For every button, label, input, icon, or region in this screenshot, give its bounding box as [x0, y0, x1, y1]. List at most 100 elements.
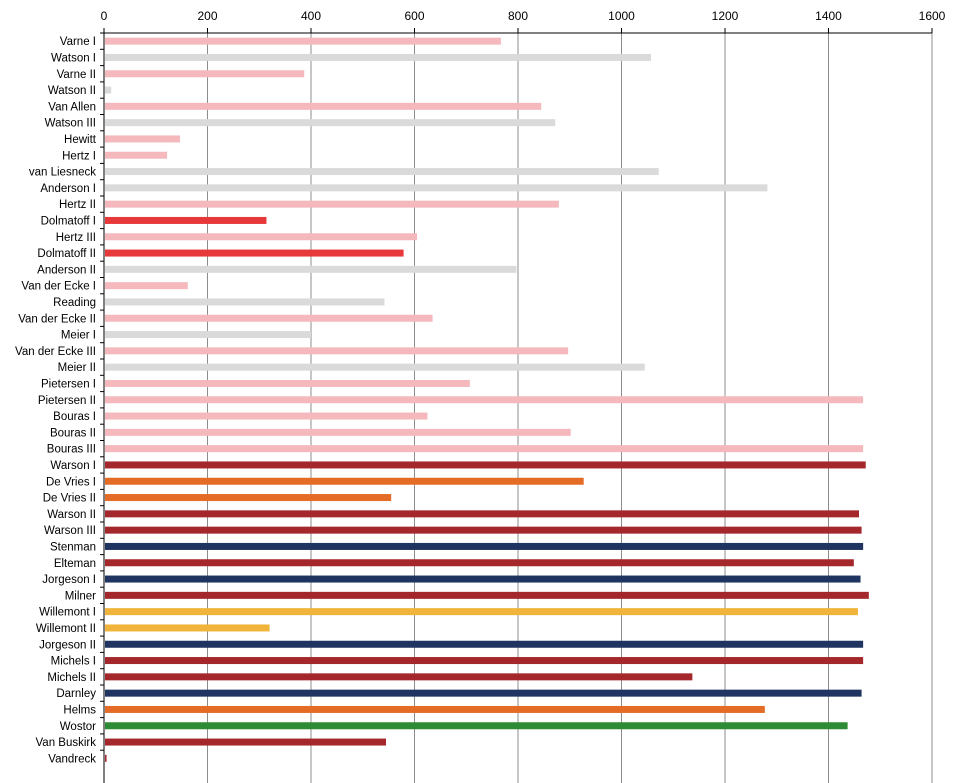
y-category-label: Meier I	[61, 330, 96, 342]
bar-helms	[105, 705, 765, 713]
bar-hertz-i	[105, 151, 168, 159]
axes	[100, 28, 933, 783]
bar-van-liesneck	[105, 168, 659, 176]
bar-meier-i	[105, 331, 311, 339]
y-category-label: Varne I	[60, 36, 96, 48]
x-tick-label: 1400	[815, 9, 842, 23]
y-category-label: Meier II	[58, 362, 96, 374]
bar-willemont-i	[105, 608, 858, 616]
gridlines	[207, 33, 933, 783]
bar-meier-ii	[105, 363, 645, 371]
y-category-label: Bouras I	[53, 411, 96, 423]
y-category-label: Pietersen I	[41, 378, 96, 390]
y-category-label: De Vries I	[46, 476, 96, 488]
bar-de-vries-ii	[105, 494, 392, 502]
y-category-label: Van Buskirk	[35, 737, 96, 749]
x-tick-label: 1200	[712, 9, 739, 23]
y-category-label: Van der Ecke III	[15, 346, 96, 358]
bar-warson-i	[105, 461, 866, 469]
x-tick-label: 1600	[919, 9, 946, 23]
bar-van-der-ecke-ii	[105, 314, 433, 322]
y-category-label: Hertz I	[62, 150, 96, 162]
x-tick-label: 800	[508, 9, 528, 23]
labels: 0 200 400 600 800 1000 1200 1400 1600 Varne I Wats…	[15, 9, 946, 765]
bar-pietersen-ii	[105, 396, 864, 404]
bar-hertz-iii	[105, 233, 418, 241]
bar-stenman	[105, 542, 864, 550]
y-category-label: Hewitt	[64, 134, 97, 146]
y-category-label: Jorgeson II	[39, 639, 96, 651]
y-category-label: Watson III	[45, 118, 96, 130]
y-category-label: Bouras III	[47, 444, 96, 456]
bar-dolmatoff-ii	[105, 249, 404, 257]
y-category-label: Dolmatoff I	[41, 215, 96, 227]
y-category-label: Anderson I	[40, 183, 96, 195]
bars	[105, 37, 869, 762]
y-category-label: Darnley	[56, 688, 96, 700]
y-category-label: Van der Ecke I	[21, 281, 96, 293]
bar-jorgeson-ii	[105, 640, 864, 648]
x-tick-label: 600	[404, 9, 424, 23]
y-category-label: Reading	[53, 297, 96, 309]
bar-hertz-ii	[105, 200, 559, 208]
y-category-label: Dolmatoff II	[37, 248, 96, 260]
y-category-label: Milner	[65, 590, 96, 602]
y-category-label: De Vries II	[43, 493, 96, 505]
bar-watson-ii	[105, 86, 112, 94]
bar-pietersen-i	[105, 379, 470, 387]
bar-hewitt	[105, 135, 181, 143]
y-category-label: Vandreck	[48, 753, 96, 765]
y-category-label: Michels I	[51, 656, 96, 668]
bar-van-allen	[105, 102, 542, 110]
bar-varne-ii	[105, 70, 305, 78]
bar-michels-ii	[105, 673, 693, 681]
bar-warson-iii	[105, 526, 862, 534]
bar-vandreck	[105, 754, 107, 762]
bar-van-der-ecke-iii	[105, 347, 569, 355]
bar-van-der-ecke-i	[105, 282, 188, 290]
bar-van-buskirk	[105, 738, 387, 746]
bar-warson-ii	[105, 510, 859, 518]
y-category-label: Warson II	[47, 509, 96, 521]
y-category-label: Van der Ecke II	[18, 313, 96, 325]
x-tick-label: 200	[197, 9, 217, 23]
bar-willemont-ii	[105, 624, 270, 632]
bar-bouras-ii	[105, 428, 571, 436]
bar-milner	[105, 591, 869, 599]
y-category-label: Watson I	[51, 52, 96, 64]
bar-watson-iii	[105, 119, 556, 127]
bar-bouras-i	[105, 412, 428, 420]
bar-reading	[105, 298, 385, 306]
y-category-label: Hertz III	[56, 232, 96, 244]
bar-jorgeson-i	[105, 575, 861, 583]
bar-de-vries-i	[105, 477, 584, 485]
bar-elteman	[105, 559, 854, 567]
y-category-label: Wostor	[60, 721, 96, 733]
y-category-label: Warson III	[44, 525, 96, 537]
y-category-label: Van Allen	[48, 101, 96, 113]
y-category-label: Jorgeson I	[42, 574, 96, 586]
x-tick-label: 400	[301, 9, 321, 23]
y-category-label: Hertz II	[59, 199, 96, 211]
y-category-label: Anderson II	[37, 264, 96, 276]
y-category-label: Stenman	[50, 541, 96, 553]
bar-michels-i	[105, 657, 864, 665]
bar-anderson-i	[105, 184, 768, 192]
y-category-label: Warson I	[50, 460, 96, 472]
y-category-label: Elteman	[54, 558, 96, 570]
bar-anderson-ii	[105, 265, 517, 273]
y-category-label: Pietersen II	[38, 395, 96, 407]
x-tick-label: 1000	[608, 9, 635, 23]
bar-dolmatoff-i	[105, 216, 267, 224]
y-category-label: van Liesneck	[29, 167, 96, 179]
bar-wostor	[105, 722, 848, 730]
y-category-label: Watson II	[48, 85, 96, 97]
bar-bouras-iii	[105, 445, 864, 453]
y-category-label: Willemont II	[36, 623, 96, 635]
bar-watson-i	[105, 53, 651, 61]
y-category-label: Michels II	[47, 672, 96, 684]
y-category-label: Varne II	[57, 69, 96, 81]
bar-varne-i	[105, 37, 501, 45]
y-category-label: Bouras II	[50, 427, 96, 439]
y-category-label: Helms	[63, 704, 96, 716]
